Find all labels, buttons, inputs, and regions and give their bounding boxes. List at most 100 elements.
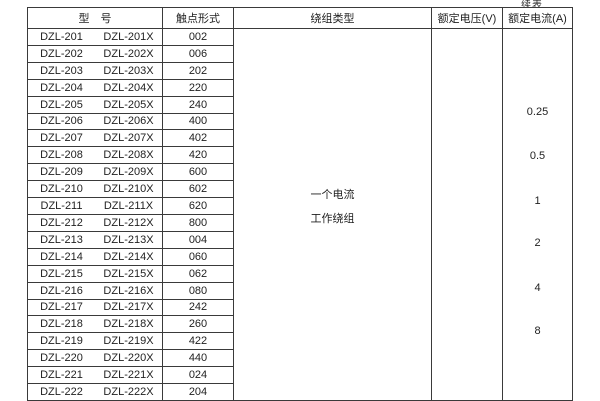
model-cell: DZL-202 DZL-202X (28, 45, 163, 62)
table-row: DZL-220 DZL-220X 440 (28, 350, 234, 368)
model-x-variant: DZL-209X (103, 166, 154, 179)
table-row: DZL-206 DZL-206X 400 (28, 113, 234, 131)
model-cell: DZL-203 DZL-203X (28, 62, 163, 79)
contact-form-cell: 004 (163, 231, 234, 248)
model-standard: DZL-204 (40, 81, 83, 94)
model-cell: DZL-206 DZL-206X (28, 113, 163, 130)
rated-current-value: 2 (534, 237, 541, 249)
model-x-variant: DZL-213X (103, 233, 154, 246)
model-cell: DZL-210 DZL-210X (28, 181, 163, 198)
model-x-variant: DZL-212X (103, 216, 154, 229)
model-standard: DZL-213 (40, 233, 83, 246)
model-standard: DZL-211 (40, 200, 83, 213)
table-row: DZL-218 DZL-218X 260 (28, 316, 234, 334)
model-standard: DZL-202 (40, 47, 83, 60)
model-x-variant: DZL-208X (103, 149, 154, 162)
contact-form-cell: 006 (163, 45, 234, 62)
model-x-variant: DZL-216X (103, 284, 154, 297)
model-x-variant: DZL-202X (103, 47, 154, 60)
model-standard: DZL-209 (40, 166, 83, 179)
model-contact-rows: DZL-201 DZL-201X 002 DZL-202 DZL-202X 00… (28, 29, 234, 400)
model-standard: DZL-201 (40, 30, 83, 43)
model-x-variant: DZL-215X (103, 267, 154, 280)
contact-form-cell: 602 (163, 181, 234, 198)
contact-form-cell: 024 (163, 367, 234, 384)
table-row: DZL-204 DZL-204X 220 (28, 79, 234, 97)
rated-current-value: 1 (534, 195, 541, 207)
contact-form-cell: 422 (163, 333, 234, 350)
contact-form-cell: 402 (163, 130, 234, 147)
model-x-variant: DZL-221X (103, 369, 154, 382)
header-winding-type: 绕组类型 (234, 8, 432, 28)
rated-current-value: 4 (534, 282, 541, 294)
contact-form-cell: 080 (163, 282, 234, 299)
model-x-variant: DZL-207X (103, 132, 154, 145)
header-model: 型 号 (28, 8, 163, 28)
model-cell: DZL-217 DZL-217X (28, 299, 163, 316)
contact-form-cell: 204 (163, 384, 234, 400)
model-standard: DZL-221 (40, 369, 83, 382)
model-cell: DZL-219 DZL-219X (28, 333, 163, 350)
contact-form-cell: 242 (163, 299, 234, 316)
rated-current-value: 8 (534, 325, 541, 337)
model-standard: DZL-214 (40, 250, 83, 263)
contact-form-cell: 400 (163, 113, 234, 130)
table-row: DZL-217 DZL-217X 242 (28, 299, 234, 317)
model-cell: DZL-211 DZL-211X (28, 198, 163, 214)
table-row: DZL-212 DZL-212X 800 (28, 214, 234, 232)
model-x-variant: DZL-218X (103, 318, 154, 331)
model-standard: DZL-215 (40, 267, 83, 280)
model-x-variant: DZL-201X (103, 30, 154, 43)
model-standard: DZL-212 (40, 216, 83, 229)
model-cell: DZL-204 DZL-204X (28, 79, 163, 96)
model-standard: DZL-218 (40, 318, 83, 331)
model-x-variant: DZL-217X (103, 301, 154, 314)
model-cell: DZL-215 DZL-215X (28, 265, 163, 282)
table-row: DZL-214 DZL-214X 060 (28, 248, 234, 266)
model-cell: DZL-221 DZL-221X (28, 367, 163, 384)
rated-voltage-cell (432, 29, 503, 400)
model-standard: DZL-208 (40, 149, 83, 162)
model-x-variant: DZL-219X (103, 335, 154, 348)
model-standard: DZL-206 (40, 115, 83, 128)
table-row: DZL-219 DZL-219X 422 (28, 333, 234, 351)
contact-form-cell: 260 (163, 316, 234, 333)
model-cell: DZL-201 DZL-201X (28, 29, 163, 45)
winding-type-cell: 一个电流 工作绕组 (234, 29, 432, 400)
continued-table-label: 续表 (521, 0, 543, 11)
contact-form-cell: 060 (163, 248, 234, 265)
model-cell: DZL-205 DZL-205X (28, 96, 163, 113)
model-x-variant: DZL-211X (103, 200, 154, 213)
contact-form-cell: 202 (163, 62, 234, 79)
model-x-variant: DZL-222X (103, 385, 154, 398)
table-row: DZL-201 DZL-201X 002 (28, 29, 234, 46)
model-standard: DZL-222 (40, 385, 83, 398)
table-header-row: 型 号 触点形式 绕组类型 额定电压(V) 额定电流(A) (28, 8, 572, 29)
winding-line-2: 工作绕组 (310, 213, 355, 225)
model-x-variant: DZL-204X (103, 81, 154, 94)
model-x-variant: DZL-203X (103, 64, 154, 77)
table-row: DZL-207 DZL-207X 402 (28, 130, 234, 148)
table-row: DZL-211 DZL-211X 620 (28, 198, 234, 215)
contact-form-cell: 240 (163, 96, 234, 113)
model-x-variant: DZL-206X (103, 115, 154, 128)
table-row: DZL-205 DZL-205X 240 (28, 96, 234, 114)
table-row: DZL-209 DZL-209X 600 (28, 164, 234, 182)
contact-form-cell: 420 (163, 147, 234, 164)
model-cell: DZL-209 DZL-209X (28, 164, 163, 181)
header-rated-voltage: 额定电压(V) (432, 8, 503, 28)
model-cell: DZL-222 DZL-222X (28, 384, 163, 400)
contact-form-cell: 062 (163, 265, 234, 282)
table-row: DZL-221 DZL-221X 024 (28, 367, 234, 385)
model-cell: DZL-218 DZL-218X (28, 316, 163, 333)
contact-form-cell: 800 (163, 214, 234, 231)
model-standard: DZL-203 (40, 64, 83, 77)
table-row: DZL-213 DZL-213X 004 (28, 231, 234, 249)
table-row: DZL-215 DZL-215X 062 (28, 265, 234, 283)
header-rated-current: 额定电流(A) (508, 13, 567, 25)
model-standard: DZL-217 (40, 301, 83, 314)
table-row: DZL-222 DZL-222X 204 (28, 384, 234, 400)
contact-form-cell: 002 (163, 29, 234, 45)
rated-current-value: 0.5 (529, 150, 546, 162)
model-x-variant: DZL-220X (103, 352, 154, 365)
